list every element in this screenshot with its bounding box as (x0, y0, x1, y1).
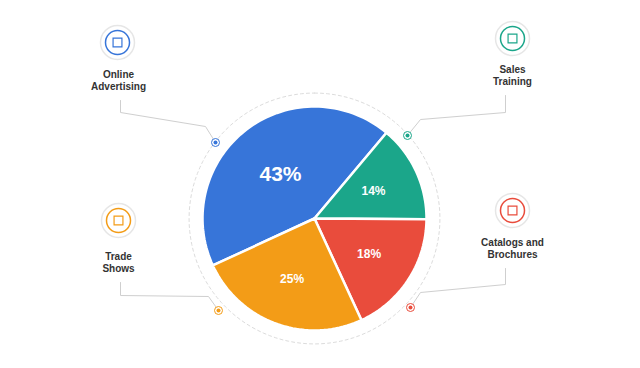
svg-text:TradeShows: TradeShows (102, 251, 135, 274)
svg-text:OnlineAdvertising: OnlineAdvertising (91, 69, 146, 92)
svg-text:SalesTraining: SalesTraining (493, 64, 532, 87)
svg-text:25%: 25% (280, 272, 304, 286)
svg-text:Catalogs andBrochures: Catalogs andBrochures (481, 237, 544, 260)
svg-text:18%: 18% (357, 247, 381, 261)
svg-text:43%: 43% (259, 162, 301, 185)
svg-text:14%: 14% (361, 184, 385, 198)
